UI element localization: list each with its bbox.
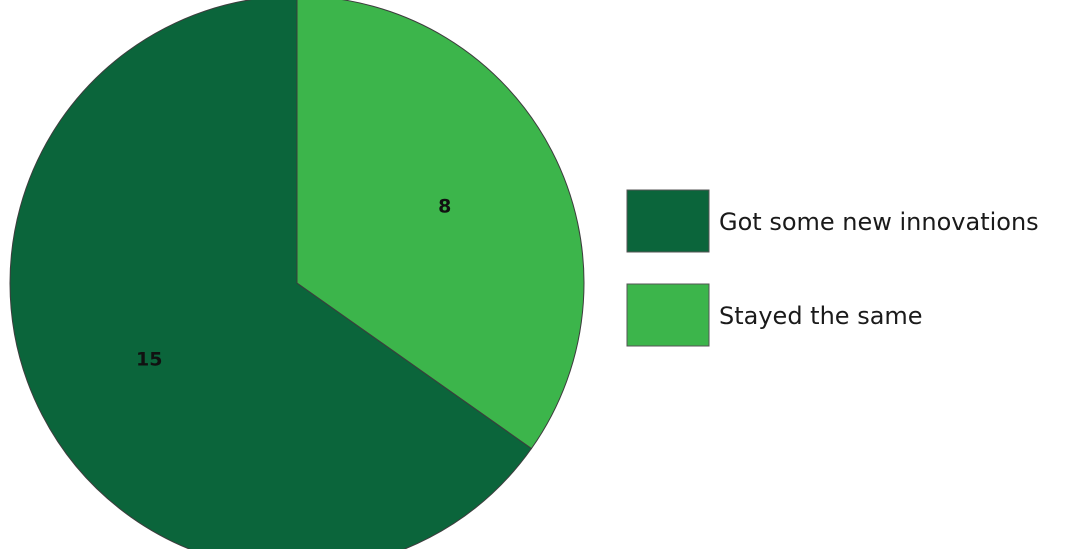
- pie-data-label-2: 8: [438, 195, 451, 217]
- legend-label-2: Stayed the same: [719, 302, 923, 330]
- pie-slice-2: [296, 0, 585, 450]
- pie-slices: [9, 0, 585, 549]
- pie-slice-1: [9, 0, 533, 549]
- legend-label-1: Got some new innovations: [719, 208, 1039, 236]
- legend-swatch-2: [626, 283, 710, 347]
- legend: Got some new innovations Stayed the same: [626, 189, 1039, 347]
- pie-data-labels: 15 8: [136, 195, 451, 370]
- pie-data-label-1: 15: [136, 349, 162, 371]
- legend-swatch-1: [626, 189, 710, 253]
